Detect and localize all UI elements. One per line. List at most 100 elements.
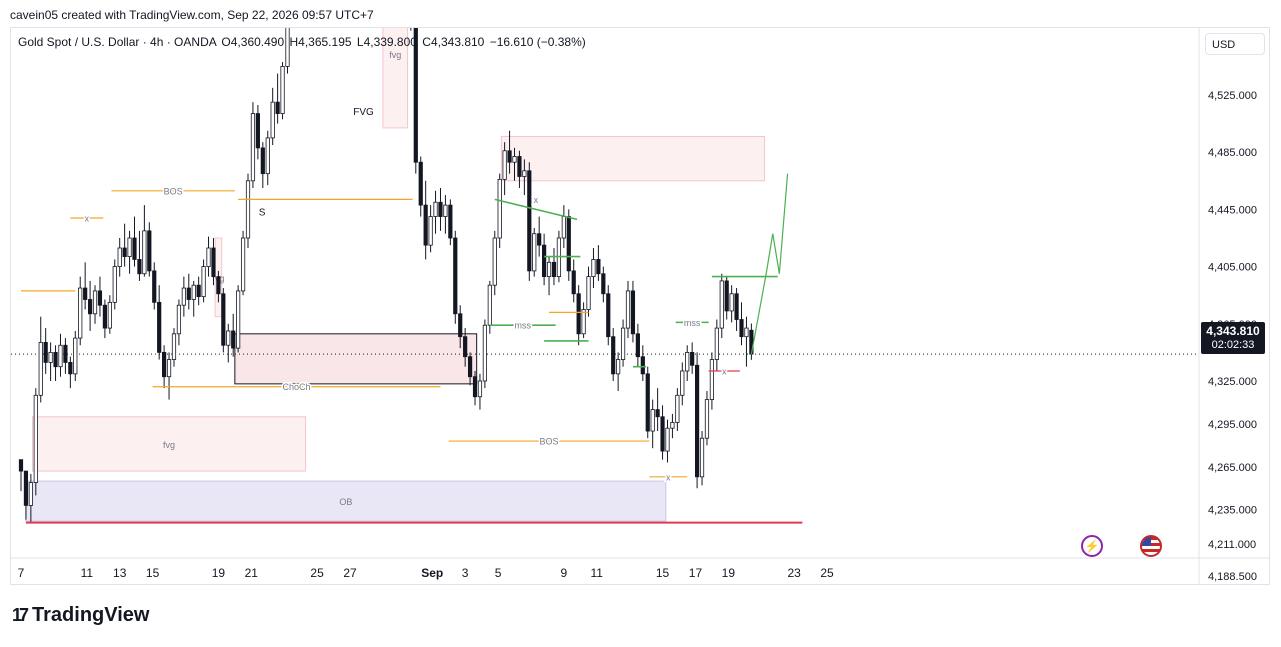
candle-body xyxy=(201,266,206,298)
candle-body xyxy=(704,399,710,439)
candle-body xyxy=(734,293,739,320)
candle-body xyxy=(537,233,542,246)
candle-body xyxy=(482,324,487,382)
tradingview-logo[interactable]: 17 TradingView xyxy=(12,604,149,627)
plot-area[interactable]: fvgOBfvgfvgBOSxChoChBOSSxmssmssxxFVG xyxy=(11,0,1199,524)
candle-body xyxy=(527,170,532,272)
candle-body xyxy=(240,237,246,292)
candle-body xyxy=(147,230,152,272)
ohlc-legend: Gold Spot / U.S. Dollar · 4h · OANDA O4,… xyxy=(18,35,586,49)
annotation-label: x xyxy=(534,195,539,205)
candle-body xyxy=(438,201,443,217)
zone-box xyxy=(234,333,478,385)
time-tick-label: 17 xyxy=(689,566,703,580)
zone-label: OB xyxy=(339,497,352,507)
zone-label: fvg xyxy=(163,440,175,450)
candle-body xyxy=(216,276,221,295)
candle-body xyxy=(285,28,290,67)
candle-body xyxy=(492,237,497,286)
open-value: O4,360.490 xyxy=(221,35,285,49)
candle-body xyxy=(744,327,749,338)
candle-body xyxy=(38,341,43,396)
candle-body xyxy=(551,261,557,278)
candle-body xyxy=(645,373,650,432)
candle-body xyxy=(181,287,186,306)
candle-body xyxy=(255,113,260,149)
annotation-label: BOS xyxy=(540,437,559,447)
candle-body xyxy=(63,344,68,363)
lightning-icon[interactable]: ⚡ xyxy=(1081,535,1103,557)
annotation-label: mss xyxy=(514,321,531,331)
candle-body xyxy=(171,333,177,360)
candle-body xyxy=(409,0,412,16)
candle-body xyxy=(640,356,645,375)
annotation-line xyxy=(494,198,578,221)
candle-body xyxy=(428,216,433,246)
candle-body xyxy=(211,247,216,278)
symbol-label[interactable]: Gold Spot / U.S. Dollar · 4h · OANDA xyxy=(18,35,217,49)
candle-body xyxy=(142,230,147,275)
candle-body xyxy=(245,180,251,239)
zone-box xyxy=(32,416,307,472)
candle-body xyxy=(497,178,502,239)
candle-body xyxy=(467,356,473,378)
candle-body xyxy=(137,259,142,275)
zone-box xyxy=(25,480,667,522)
candle-body xyxy=(196,284,201,298)
candle-body xyxy=(250,113,256,182)
candle-body xyxy=(117,247,122,267)
candle-body xyxy=(635,333,640,358)
candle-body xyxy=(719,280,724,329)
candle-body xyxy=(690,351,695,366)
candle-body xyxy=(275,101,280,114)
time-tick-label: 25 xyxy=(820,566,834,580)
tradingview-logo-mark: 17 xyxy=(12,605,29,625)
annotation-label: ChoCh xyxy=(283,382,311,392)
zone-box xyxy=(500,135,766,182)
last-price-value: 4,343.810 xyxy=(1206,324,1260,338)
candle-body xyxy=(157,301,162,353)
time-tick-label: 25 xyxy=(310,566,324,580)
candle-body xyxy=(729,293,734,312)
price-tick-label: 4,265.000 xyxy=(1208,462,1257,474)
candle-body xyxy=(122,247,127,257)
candle-body xyxy=(68,362,73,375)
candle-body xyxy=(714,327,719,360)
candle-body xyxy=(502,150,507,180)
candle-body xyxy=(616,359,621,375)
candle-body xyxy=(655,409,660,418)
candle-body xyxy=(423,204,428,246)
time-tick-label: 3 xyxy=(462,566,469,580)
price-tick-label: 4,188.500 xyxy=(1208,571,1257,583)
candle-body xyxy=(33,394,38,483)
candle-body xyxy=(477,380,483,398)
price-tick-label: 4,325.000 xyxy=(1208,376,1257,388)
candle-body xyxy=(685,351,690,372)
candle-body xyxy=(166,359,172,378)
zone-label: fvg xyxy=(389,50,401,60)
candle-body xyxy=(571,270,576,295)
candle-body xyxy=(665,427,670,452)
candle-body xyxy=(591,259,596,278)
us-flag-icon[interactable] xyxy=(1140,535,1162,557)
candle-body xyxy=(660,416,665,452)
candle-body xyxy=(73,337,78,375)
candle-body xyxy=(176,304,182,335)
candle-body xyxy=(453,237,458,315)
candle-body xyxy=(448,204,453,239)
candle-body xyxy=(206,247,211,267)
time-tick-label: 7 xyxy=(18,566,25,580)
candle-body xyxy=(611,336,616,375)
candle-body xyxy=(463,336,468,358)
candle-body xyxy=(162,351,167,378)
currency-selector[interactable]: USD xyxy=(1205,33,1265,55)
candle-body xyxy=(433,201,438,217)
candle-body xyxy=(586,276,591,310)
candle-body xyxy=(739,319,744,338)
candle-body xyxy=(546,261,552,278)
candle-body xyxy=(507,150,512,163)
candle-body xyxy=(413,28,418,163)
candle-body xyxy=(517,156,522,177)
candle-body xyxy=(458,313,463,338)
